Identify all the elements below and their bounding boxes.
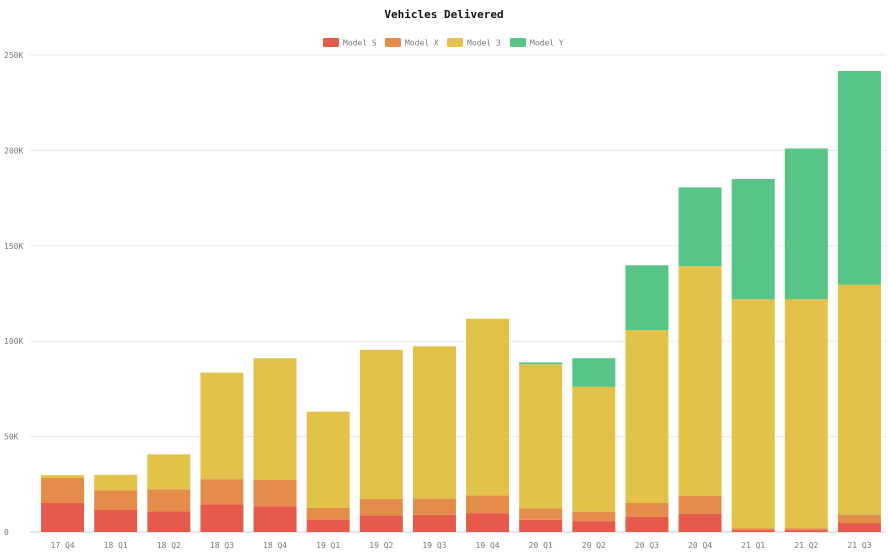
bar-model-x (572, 511, 616, 522)
legend: Model S Model X Model 3 Model Y (323, 38, 564, 48)
y-axis: 0 50K 100K 150K 200K 250K (4, 51, 23, 537)
x-tick-label: 20 Q2 (582, 541, 606, 550)
bar-model-3 (678, 266, 722, 496)
bar-model-3 (41, 475, 85, 479)
bar-model-s (412, 514, 456, 532)
bar-model-x (412, 498, 456, 515)
x-tick-label: 21 Q2 (794, 541, 818, 550)
bar-model-y (625, 265, 669, 331)
y-tick-label: 150K (4, 242, 23, 251)
bar-model-x (731, 528, 775, 531)
x-tick-label: 17 Q4 (51, 541, 75, 550)
bar-model-3 (466, 318, 510, 496)
bar-model-x (519, 508, 563, 520)
bar-model-3 (837, 284, 881, 515)
bar-model-3 (200, 372, 244, 480)
bar-model-3 (625, 330, 669, 503)
bar-model-s (731, 530, 775, 532)
bar-model-3 (253, 358, 297, 480)
x-tick-label: 18 Q2 (157, 541, 181, 550)
x-tick-label: 19 Q4 (476, 541, 500, 550)
x-tick-label: 19 Q2 (369, 541, 393, 550)
bar-model-3 (94, 474, 138, 491)
legend-label: Model X (405, 39, 439, 48)
bar-model-3 (572, 386, 616, 512)
legend-label: Model S (343, 39, 377, 48)
bar-model-x (837, 514, 881, 524)
bar-model-x (41, 478, 85, 503)
bar-model-s (253, 506, 297, 532)
bar-model-s (625, 516, 669, 532)
legend-swatch (385, 38, 401, 47)
bar-model-s (572, 521, 616, 532)
bar-model-y (519, 362, 563, 365)
bar-model-y (731, 179, 775, 300)
bar-model-s (784, 530, 828, 532)
x-tick-label: 21 Q1 (741, 541, 765, 550)
bars (41, 71, 881, 532)
legend-swatch (447, 38, 463, 47)
x-tick-label: 19 Q1 (316, 541, 340, 550)
y-tick-label: 250K (4, 51, 23, 60)
bar-model-x (253, 479, 297, 507)
bar-model-s (200, 504, 244, 532)
bar-model-y (678, 187, 722, 267)
x-tick-label: 18 Q3 (210, 541, 234, 550)
bar-model-x (147, 489, 191, 512)
legend-label: Model 3 (467, 39, 501, 48)
x-tick-label: 18 Q4 (263, 541, 287, 550)
bar-model-x (625, 502, 669, 517)
bar-model-s (466, 513, 510, 532)
x-tick-label: 20 Q4 (688, 541, 712, 550)
x-tick-label: 21 Q3 (847, 541, 871, 550)
chart-title: Vehicles Delivered (384, 8, 503, 21)
bar-model-s (41, 502, 85, 532)
bar-model-s (94, 509, 138, 532)
bar-model-y (837, 71, 881, 285)
x-axis: 17 Q4 18 Q1 18 Q2 18 Q3 18 Q4 19 Q1 19 Q2 19 Q3… (51, 541, 872, 550)
bar-model-s (147, 511, 191, 532)
y-tick-label: 200K (4, 146, 23, 155)
bar-model-3 (412, 346, 456, 499)
bar-model-x (466, 495, 510, 514)
bar-model-y (572, 358, 616, 387)
bar-model-x (306, 507, 350, 520)
bar-model-s (306, 519, 350, 532)
bar-model-x (784, 528, 828, 531)
bar-model-3 (784, 299, 828, 529)
legend-swatch (323, 38, 339, 47)
bar-model-3 (731, 299, 775, 529)
x-tick-label: 20 Q3 (635, 541, 659, 550)
y-tick-label: 50K (4, 433, 19, 442)
legend-label: Model Y (530, 39, 564, 48)
bar-model-x (94, 490, 138, 510)
bar-model-s (359, 515, 403, 532)
bar-model-3 (519, 364, 563, 509)
y-tick-label: 100K (4, 337, 23, 346)
x-tick-label: 20 Q1 (529, 541, 553, 550)
bar-model-x (359, 498, 403, 516)
x-tick-label: 18 Q1 (104, 541, 128, 550)
x-tick-label: 19 Q3 (422, 541, 446, 550)
bar-model-3 (147, 454, 191, 490)
bar-model-s (678, 513, 722, 532)
bar-model-x (200, 479, 244, 505)
bar-model-s (837, 523, 881, 532)
bar-model-3 (306, 411, 350, 508)
bar-model-x (678, 495, 722, 514)
bar-model-3 (359, 349, 403, 499)
bar-model-y (784, 148, 828, 300)
y-tick-label: 0 (4, 528, 9, 537)
legend-swatch (510, 38, 526, 47)
bar-model-s (519, 519, 563, 532)
